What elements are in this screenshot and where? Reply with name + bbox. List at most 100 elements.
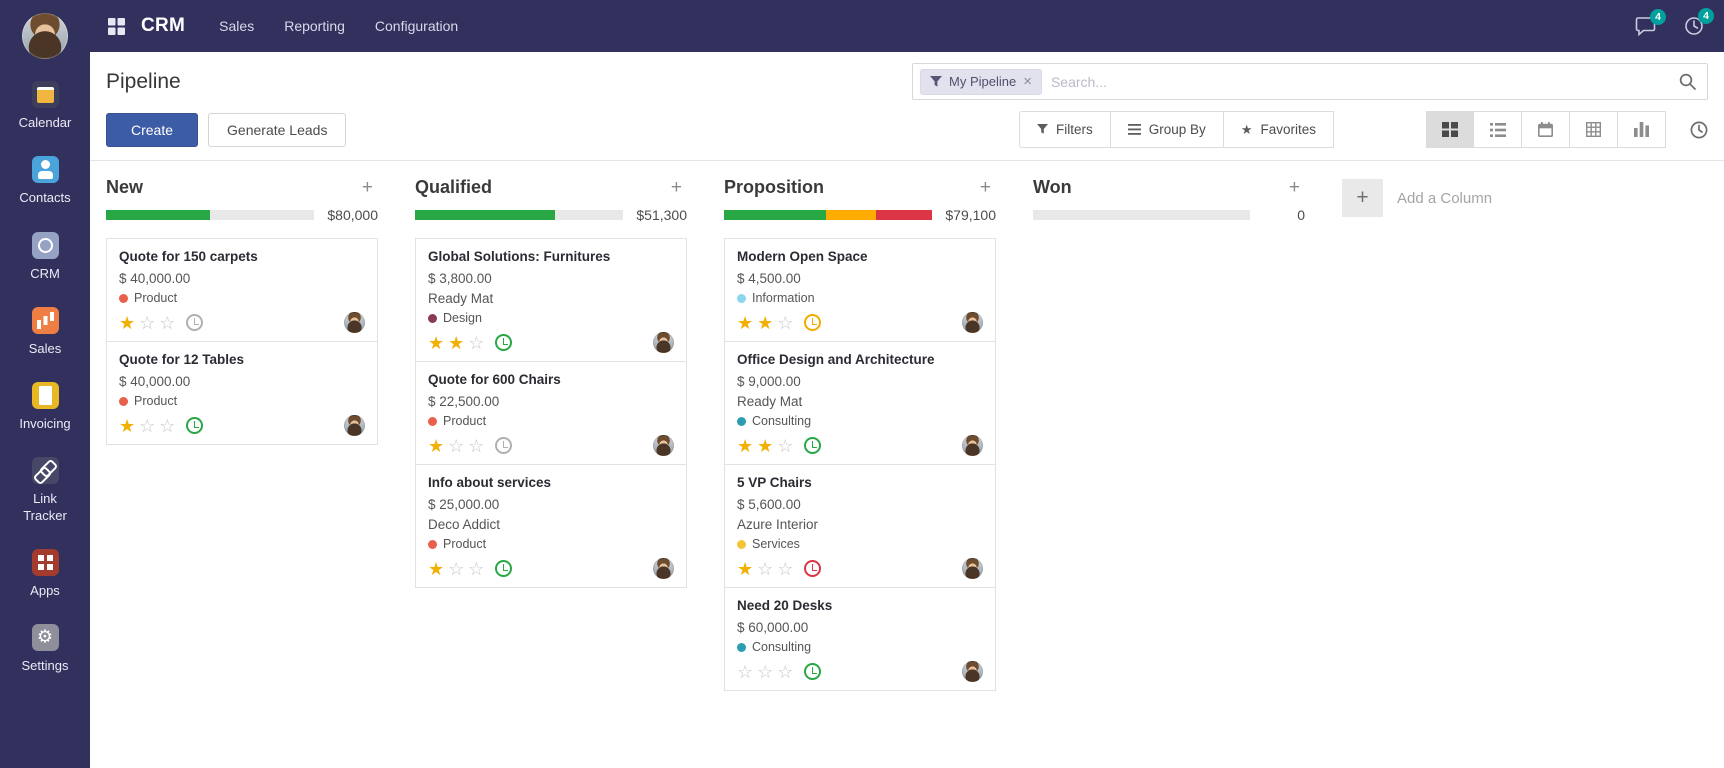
column-title[interactable]: Won: [1033, 177, 1072, 197]
sidebar-item-contacts[interactable]: Contacts: [0, 144, 90, 219]
kanban-card[interactable]: Global Solutions: Furnitures $ 3,800.00 …: [415, 238, 687, 362]
star-empty-icon[interactable]: [777, 560, 793, 578]
column-title[interactable]: Proposition: [724, 177, 824, 197]
activity-clock-icon[interactable]: [804, 663, 822, 680]
star-filled-icon[interactable]: [737, 437, 753, 455]
activity-clock-icon[interactable]: [804, 437, 822, 454]
search-icon[interactable]: [1679, 73, 1696, 90]
salesperson-avatar[interactable]: [962, 661, 983, 682]
star-filled-icon[interactable]: [428, 560, 444, 578]
progress-segment[interactable]: [415, 210, 555, 220]
column-add-record-icon[interactable]: [668, 178, 685, 197]
activity-clock-icon[interactable]: [804, 314, 822, 331]
kanban-card[interactable]: Quote for 12 Tables $ 40,000.00 Product: [106, 341, 378, 445]
column-add-record-icon[interactable]: [1286, 178, 1303, 197]
generate-leads-button[interactable]: Generate Leads: [208, 112, 347, 147]
star-empty-icon[interactable]: [448, 560, 464, 578]
star-filled-icon[interactable]: [757, 314, 773, 332]
column-title[interactable]: New: [106, 177, 144, 197]
salesperson-avatar[interactable]: [653, 332, 674, 353]
kanban-card[interactable]: Office Design and Architecture $ 9,000.0…: [724, 341, 996, 465]
search-input[interactable]: [1050, 73, 1679, 90]
create-button[interactable]: Create: [106, 112, 199, 147]
star-filled-icon[interactable]: [448, 334, 464, 352]
filters-button[interactable]: Filters: [1019, 111, 1111, 148]
column-progressbar[interactable]: [1033, 210, 1250, 220]
star-empty-icon[interactable]: [777, 437, 793, 455]
sidebar-item-apps[interactable]: Apps: [0, 537, 90, 612]
star-empty-icon[interactable]: [777, 314, 793, 332]
kanban-card[interactable]: Modern Open Space $ 4,500.00 Information: [724, 238, 996, 342]
star-empty-icon[interactable]: [468, 437, 484, 455]
search-bar[interactable]: My Pipeline: [912, 63, 1708, 100]
kanban-card[interactable]: Need 20 Desks $ 60,000.00 Consulting: [724, 587, 996, 691]
kanban-card[interactable]: 5 VP Chairs $ 5,600.00 Azure Interior Se…: [724, 464, 996, 588]
column-progressbar[interactable]: [724, 210, 933, 220]
topbar-menu-sales[interactable]: Sales: [219, 18, 255, 34]
calendar-view-button[interactable]: [1522, 111, 1570, 148]
kanban-card[interactable]: Quote for 600 Chairs $ 22,500.00 Product: [415, 361, 687, 465]
star-empty-icon[interactable]: [757, 560, 773, 578]
topbar-menu-configuration[interactable]: Configuration: [374, 18, 459, 34]
salesperson-avatar[interactable]: [344, 415, 365, 436]
star-empty-icon[interactable]: [139, 314, 155, 332]
activity-clock-icon[interactable]: [495, 334, 513, 351]
salesperson-avatar[interactable]: [653, 435, 674, 456]
activity-clock-icon[interactable]: [495, 560, 513, 577]
activity-clock-icon[interactable]: [186, 314, 204, 331]
favorites-button[interactable]: Favorites: [1223, 111, 1334, 148]
star-empty-icon[interactable]: [468, 560, 484, 578]
progress-segment[interactable]: [826, 210, 877, 220]
sidebar-item-settings[interactable]: Settings: [0, 612, 90, 687]
star-empty-icon[interactable]: [737, 663, 753, 681]
star-empty-icon[interactable]: [159, 314, 175, 332]
sidebar-item-invoicing[interactable]: Invoicing: [0, 370, 90, 445]
progress-segment[interactable]: [724, 210, 827, 220]
sidebar-item-calendar[interactable]: Calendar: [0, 69, 90, 144]
sidebar-item-crm[interactable]: CRM: [0, 220, 90, 295]
star-filled-icon[interactable]: [428, 334, 444, 352]
group-by-button[interactable]: Group By: [1110, 111, 1224, 148]
list-view-button[interactable]: [1474, 111, 1522, 148]
star-empty-icon[interactable]: [159, 417, 175, 435]
facet-close-icon[interactable]: [1023, 74, 1032, 89]
star-empty-icon[interactable]: [139, 417, 155, 435]
sidebar-item-sales[interactable]: Sales: [0, 295, 90, 370]
star-filled-icon[interactable]: [119, 314, 135, 332]
apps-grid-icon[interactable]: [108, 17, 125, 35]
salesperson-avatar[interactable]: [962, 435, 983, 456]
column-title[interactable]: Qualified: [415, 177, 493, 197]
kanban-view-button[interactable]: [1426, 111, 1474, 148]
sidebar-item-link-tracker[interactable]: Link Tracker: [0, 445, 90, 537]
column-progressbar[interactable]: [106, 210, 315, 220]
salesperson-avatar[interactable]: [962, 558, 983, 579]
salesperson-avatar[interactable]: [962, 312, 983, 333]
star-filled-icon[interactable]: [119, 417, 135, 435]
column-progressbar[interactable]: [415, 210, 624, 220]
star-filled-icon[interactable]: [757, 437, 773, 455]
star-empty-icon[interactable]: [468, 334, 484, 352]
star-empty-icon[interactable]: [448, 437, 464, 455]
star-empty-icon[interactable]: [777, 663, 793, 681]
user-avatar[interactable]: [22, 13, 68, 59]
activity-clock-icon[interactable]: [186, 417, 204, 434]
progress-segment[interactable]: [106, 210, 211, 220]
activity-view-button[interactable]: [1690, 121, 1708, 139]
search-facet[interactable]: My Pipeline: [920, 68, 1042, 95]
star-filled-icon[interactable]: [737, 560, 753, 578]
messages-button[interactable]: 4: [1635, 8, 1666, 36]
salesperson-avatar[interactable]: [344, 312, 365, 333]
kanban-card[interactable]: Info about services $ 25,000.00 Deco Add…: [415, 464, 687, 588]
progress-segment[interactable]: [876, 210, 933, 220]
column-add-record-icon[interactable]: [977, 178, 994, 197]
graph-view-button[interactable]: [1618, 111, 1666, 148]
kanban-card[interactable]: Quote for 150 carpets $ 40,000.00 Produc…: [106, 238, 378, 342]
star-filled-icon[interactable]: [428, 437, 444, 455]
star-filled-icon[interactable]: [737, 314, 753, 332]
add-column-button[interactable]: [1342, 179, 1383, 217]
pivot-view-button[interactable]: [1570, 111, 1618, 148]
star-empty-icon[interactable]: [757, 663, 773, 681]
salesperson-avatar[interactable]: [653, 558, 674, 579]
activity-clock-icon[interactable]: [495, 437, 513, 454]
topbar-menu-reporting[interactable]: Reporting: [284, 18, 345, 34]
